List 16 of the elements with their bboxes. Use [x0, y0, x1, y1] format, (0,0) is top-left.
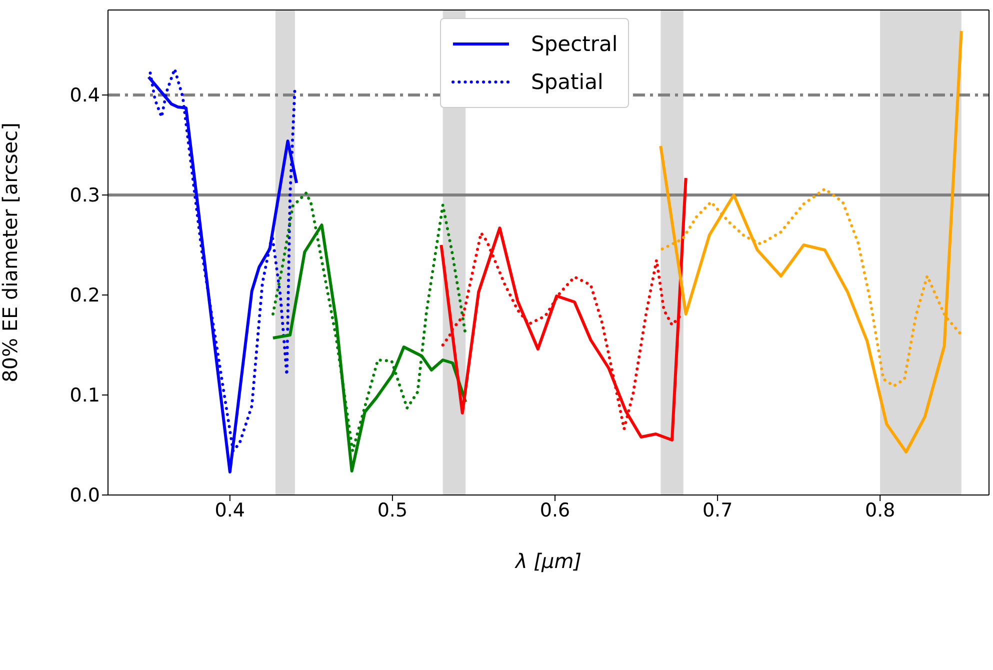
x-tick-label: 0.8 [864, 499, 896, 522]
y-tick-label: 0.4 [70, 84, 100, 107]
legend-label: Spectral [531, 32, 618, 56]
legend-label: Spatial [531, 70, 604, 94]
x-axis-title: λ [μm] [514, 549, 582, 573]
y-tick-label: 0.0 [70, 484, 100, 507]
y-tick-label: 0.3 [70, 184, 100, 207]
x-tick-label: 0.6 [540, 499, 570, 522]
y-tick-label: 0.2 [70, 284, 100, 307]
x-tick-label: 0.7 [702, 499, 733, 522]
line-series [659, 30, 963, 454]
x-tick-label: 0.4 [214, 499, 246, 522]
x-tick-label: 0.5 [377, 499, 408, 522]
y-axis-title: 80% EE diameter [arcsec] [0, 122, 22, 382]
line-series [440, 176, 688, 442]
y-tick-label: 0.1 [70, 384, 100, 407]
